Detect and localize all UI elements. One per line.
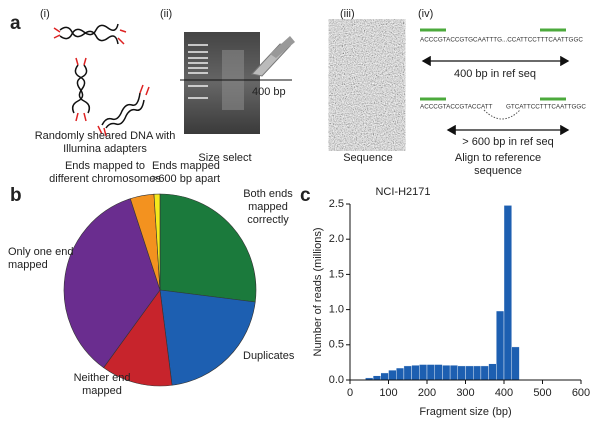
bar	[473, 365, 482, 381]
step-number: (i)	[40, 8, 50, 20]
step-caption: Size select	[198, 152, 252, 164]
bar	[380, 372, 389, 381]
bar	[411, 365, 420, 381]
read-sequence: ACCCGTACCGTGCAATTTG...CCATTCCTTTCAATTGGC	[420, 37, 583, 44]
x-tick-label: 300	[456, 387, 474, 399]
read-sequence: GTCATTCCTTTCAATTGGC	[506, 104, 586, 111]
bar	[426, 364, 435, 381]
x-tick-label: 400	[495, 387, 513, 399]
bar	[388, 369, 397, 381]
y-tick-label: 2.5	[329, 198, 344, 210]
alignment-diagram	[420, 28, 570, 136]
step-number: (iii)	[340, 8, 355, 20]
y-tick-label: 0.5	[329, 339, 344, 351]
y-tick-label: 1.5	[329, 268, 344, 280]
bar	[419, 364, 428, 381]
bar	[449, 365, 459, 381]
bar	[403, 365, 412, 381]
chart-title: NCI-H2171	[375, 186, 430, 198]
slice-label: Both ends mapped correctly	[243, 188, 293, 226]
bar	[488, 363, 497, 381]
x-tick-label: 500	[533, 387, 551, 399]
pie-slice	[153, 193, 161, 291]
bar	[503, 205, 512, 381]
bar	[434, 364, 443, 381]
span-label: 400 bp in ref seq	[454, 68, 536, 80]
x-axis-label: Fragment size (bp)	[419, 406, 511, 418]
bar	[372, 375, 382, 381]
panel-label: b	[10, 185, 22, 206]
span-label: > 600 bp in ref seq	[462, 136, 553, 148]
y-axis-label: Number of reads (millions)	[312, 228, 324, 357]
sequencing-image	[335, 30, 399, 140]
slice-label: Only one end mapped	[8, 246, 74, 271]
pie-slice	[103, 289, 173, 387]
bar	[442, 365, 451, 381]
slice-label: Ends mapped to different chromosomes	[49, 160, 161, 185]
slice-label: Neither end mapped	[73, 372, 131, 397]
pie-slice	[159, 289, 256, 386]
panel-label: c	[300, 185, 311, 206]
pie-slice	[159, 193, 257, 303]
bar	[465, 365, 474, 381]
read-sequence: ACCCGTACCGTACCATT	[420, 104, 493, 111]
y-tick-label: 1.0	[329, 304, 344, 316]
step-caption: Randomly sheared DNA with Illumina adapt…	[34, 130, 176, 155]
dna-fragments	[53, 23, 150, 137]
bar	[457, 365, 466, 381]
panel-label: a	[10, 13, 21, 34]
step-number: (iv)	[418, 8, 433, 20]
step-caption: Align to reference sequence	[454, 152, 542, 177]
x-tick-label: 0	[347, 387, 353, 399]
y-tick-label: 0.0	[329, 374, 344, 386]
x-tick-label: 100	[379, 387, 397, 399]
bar	[496, 310, 505, 381]
step-caption: Sequence	[343, 152, 393, 164]
bar	[480, 365, 489, 381]
x-tick-label: 200	[418, 387, 436, 399]
slice-label: Duplicates	[243, 350, 295, 362]
step-number: (ii)	[160, 8, 172, 20]
pie-slice	[63, 198, 161, 369]
slice-label: Ends mapped >600 bp apart	[151, 160, 221, 185]
bar	[396, 367, 405, 381]
size-marker: 400 bp	[252, 86, 286, 98]
x-tick-label: 600	[572, 387, 590, 399]
gel-image	[180, 32, 295, 134]
bar	[511, 346, 520, 381]
y-tick-label: 2.0	[329, 233, 344, 245]
